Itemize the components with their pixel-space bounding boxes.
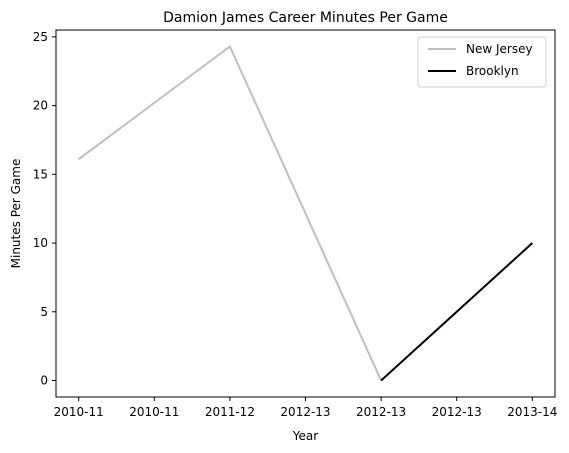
x-axis-label: Year [292, 429, 318, 443]
chart-title: Damion James Career Minutes Per Game [163, 10, 448, 26]
y-tick-label: 15 [33, 167, 48, 181]
x-tick-label: 2011-12 [205, 405, 255, 419]
y-axis: 0 5 10 15 20 25 [33, 30, 56, 388]
legend-label-brooklyn: Brooklyn [466, 64, 519, 78]
legend-label-new-jersey: New Jersey [466, 42, 533, 56]
x-axis: 2010-11 2010-11 2011-12 2012-13 2012-13 2012-… [54, 397, 557, 419]
x-tick-label: 2010-11 [54, 405, 104, 419]
y-tick-label: 20 [33, 99, 48, 113]
x-tick-label: 2012-13 [432, 405, 482, 419]
y-tick-label: 10 [33, 236, 48, 250]
x-tick-label: 2010-11 [129, 405, 179, 419]
y-tick-label: 25 [33, 30, 48, 44]
x-tick-label: 2012-13 [280, 405, 330, 419]
x-tick-label: 2013-14 [507, 405, 557, 419]
series-line-brooklyn [380, 242, 533, 382]
y-tick-label: 0 [40, 374, 48, 388]
y-tick-label: 5 [40, 305, 48, 319]
legend: New Jersey Brooklyn [417, 36, 547, 88]
x-tick-label: 2012-13 [356, 405, 406, 419]
y-axis-label: Minutes Per Game [9, 159, 23, 269]
series-line-new-jersey [78, 44, 383, 381]
